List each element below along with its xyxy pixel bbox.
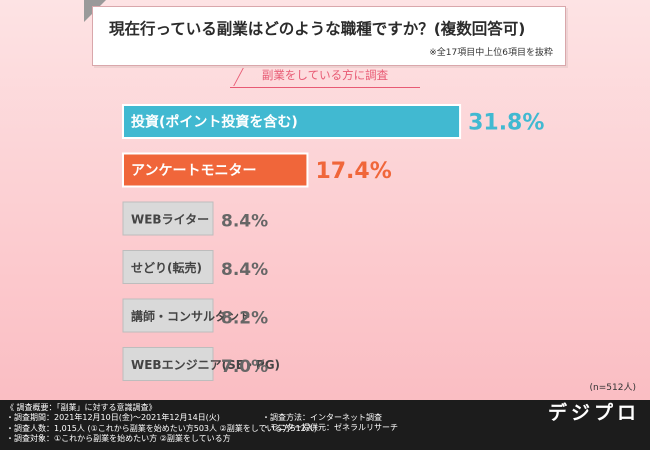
footer-line: ・モニター提供元：ゼネラルリサーチ bbox=[262, 423, 398, 433]
bar bbox=[122, 298, 214, 333]
category-label: 講師・コンサルタント bbox=[131, 309, 251, 324]
brand-logo: デジプロ bbox=[548, 402, 641, 424]
footer-line: ・調査対象：①これから副業を始めたい方 ②副業をしている方 bbox=[6, 434, 231, 444]
bar bbox=[122, 347, 214, 381]
category-label: アンケートモニター bbox=[131, 163, 256, 179]
chart-title: 現在行っている副業はどのような職種ですか？(複数回答可) bbox=[109, 20, 526, 38]
category-label: WEBライター bbox=[131, 213, 209, 227]
bar bbox=[122, 250, 214, 284]
footer-line: ・調査人数：1,015人 (①これから副業を始めたい方503人 ②副業をしている… bbox=[6, 423, 317, 433]
chart-subtitle: 副業をしている方に調査 bbox=[230, 67, 420, 88]
value-label: 8.2% bbox=[221, 309, 268, 329]
footer-right-column: ・調査方法：インターネット調査 ・モニター提供元：ゼネラルリサーチ bbox=[262, 413, 398, 434]
value-label: 8.4% bbox=[221, 260, 268, 280]
footer-left-column: 《 調査概要：「副業」に対する意識調査》 ・調査期間：2021年12月10日(金… bbox=[6, 403, 317, 445]
bar bbox=[122, 152, 309, 188]
value-label: 31.8% bbox=[468, 111, 544, 136]
value-label: 7.0% bbox=[221, 357, 268, 377]
bar-group: 投資(ポイント投資を含む) 31.8% bbox=[122, 104, 544, 139]
bar-group: せどり(転売) 8.4% bbox=[122, 250, 268, 284]
value-label: 8.4% bbox=[221, 212, 268, 232]
chart-frame: 現在行っている副業はどのような職種ですか？(複数回答可) ※全17項目中上位6項… bbox=[84, 0, 636, 393]
category-label: 投資(ポイント投資を含む) bbox=[131, 114, 298, 131]
bar bbox=[122, 104, 462, 139]
bar bbox=[122, 201, 214, 236]
survey-footer: 《 調査概要：「副業」に対する意識調査》 ・調査期間：2021年12月10日(金… bbox=[0, 400, 650, 450]
bar-group: WEBエンジニア(SE・PG)7.0% bbox=[122, 347, 280, 381]
category-label: せどり(転売) bbox=[131, 260, 202, 275]
footer-line: ・調査方法：インターネット調査 bbox=[262, 413, 382, 422]
footer-line: ・調査期間：2021年12月10日(金)～2021年12月14日(火) bbox=[6, 413, 220, 423]
bar-group: WEBライター 8.4% bbox=[122, 201, 268, 236]
value-label: 17.4% bbox=[315, 159, 391, 184]
category-label: WEBエンジニア(SE・PG) bbox=[131, 358, 280, 372]
bar-chart: 投資(ポイント投資を含む) 31.8% アンケートモニター 17.4% WEBライター 8… bbox=[122, 104, 544, 381]
title-box: 現在行っている副業はどのような職種ですか？(複数回答可) ※全17項目中上位6項… bbox=[92, 6, 566, 66]
sample-size-label: (n=512人) bbox=[589, 383, 636, 393]
footer-line: 《 調査概要：「副業」に対する意識調査》 bbox=[6, 403, 157, 412]
chart-note: ※全17項目中上位6項目を抜粋 bbox=[429, 48, 553, 58]
bar-group: アンケートモニター 17.4% bbox=[122, 152, 392, 188]
